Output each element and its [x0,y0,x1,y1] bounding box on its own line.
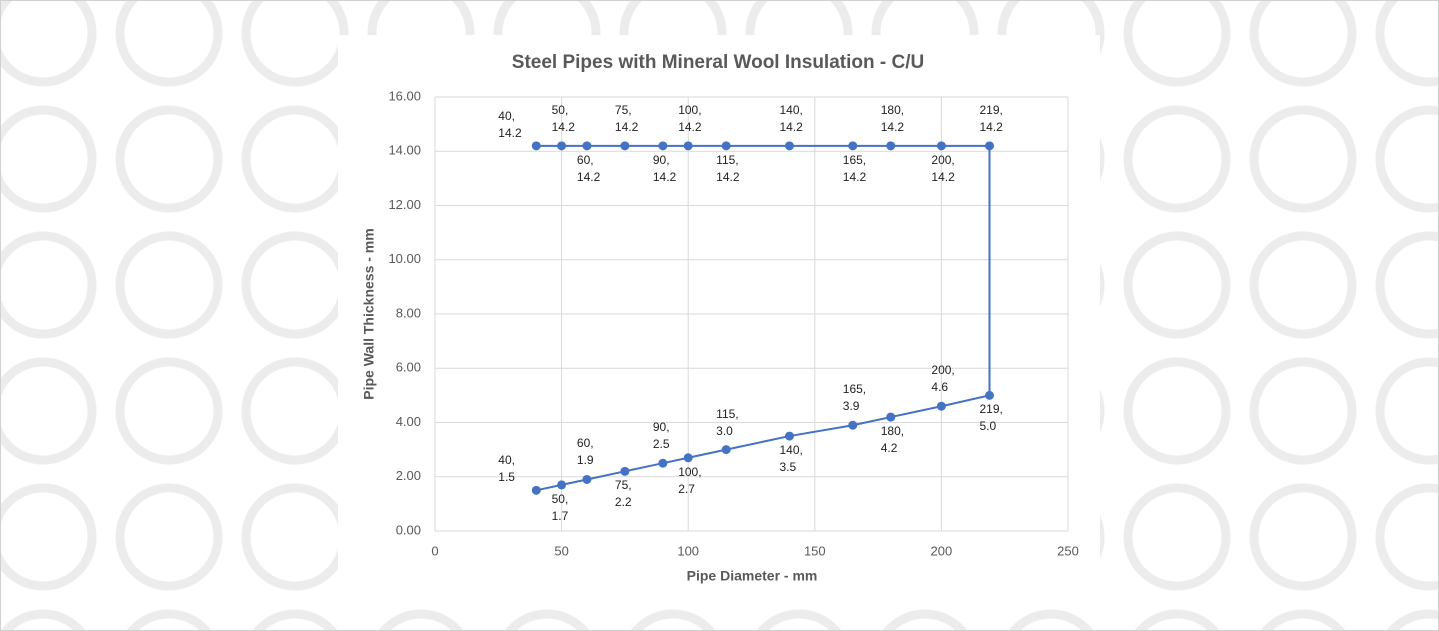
data-point [848,420,858,430]
data-point [784,431,794,441]
data-label: 60, 1.9 [576,436,594,468]
data-label: 219, 14.2 [979,102,1003,134]
data-label: 100, 2.7 [678,464,702,496]
data-label: 50, 1.7 [551,491,569,523]
data-label: 115, 14.2 [716,152,740,184]
series-line [536,144,991,492]
y-tick-label: 8.00 [396,305,421,320]
data-label: 50, 14.2 [551,102,575,134]
y-tick-label: 6.00 [396,360,421,375]
data-point [936,141,946,151]
y-tick-label: 14.00 [388,143,421,158]
data-point [531,485,541,495]
x-tick-label: 100 [677,543,699,558]
data-label: 180, 14.2 [880,102,905,134]
data-point [658,141,668,151]
data-label: 115, 3.0 [716,406,739,438]
data-point [721,141,731,151]
data-label: 100, 14.2 [678,102,702,134]
data-point [582,474,592,484]
data-point [936,401,946,411]
y-tick-label: 2.00 [396,468,421,483]
data-point [658,458,668,468]
data-point [582,141,592,151]
data-label: 40, 1.5 [498,453,515,485]
data-label: 75, 14.2 [614,102,639,134]
data-label: 165, 14.2 [842,152,867,184]
y-tick-label: 10.00 [388,251,421,266]
data-point [985,141,995,151]
x-tick-label: 250 [1057,543,1079,558]
x-tick-label: 150 [804,543,826,558]
data-label: 140, 14.2 [779,102,803,134]
data-point [721,445,731,455]
data-label: 140, 3.5 [779,443,803,475]
data-point [557,480,567,490]
data-point [985,390,995,400]
y-tick-label: 4.00 [396,414,421,429]
data-point [557,141,567,151]
data-point [683,141,693,151]
data-label: 165, 3.9 [842,382,867,414]
x-tick-label: 50 [554,543,568,558]
data-point [620,141,630,151]
data-point [886,141,896,151]
x-axis-label: Pipe Diameter - mm [687,568,818,584]
data-label: 90, 2.5 [652,420,670,452]
data-label: 90, 14.2 [652,152,677,184]
data-label: 200, 4.6 [931,363,955,395]
data-point [531,141,541,151]
data-point [784,141,794,151]
data-point [886,412,896,422]
x-tick-label: 200 [931,543,953,558]
chart-panel [338,35,1100,600]
chart-title: Steel Pipes with Mineral Wool Insulation… [512,52,924,73]
data-label: 219, 5.0 [979,402,1003,434]
y-tick-label: 12.00 [388,197,421,212]
y-tick-label: 16.00 [388,88,421,103]
data-label: 40, 14.2 [498,108,522,140]
y-axis-label: Pipe Wall Thickness - mm [361,228,377,399]
y-tick-label: 0.00 [396,522,421,537]
data-point [620,466,630,476]
data-point [683,453,693,463]
data-label: 180, 4.2 [880,424,905,456]
data-label: 200, 14.2 [931,152,955,184]
data-label: 60, 14.2 [576,152,601,184]
x-tick-label: 0 [431,543,438,558]
data-point [848,141,858,151]
data-label: 75, 2.2 [614,478,632,510]
